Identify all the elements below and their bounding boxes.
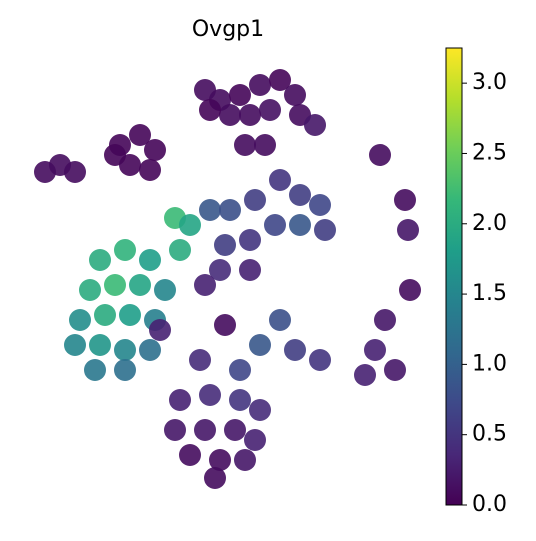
cell-point — [209, 449, 231, 471]
colorbar-tick-label: 1.0 — [472, 351, 507, 376]
cell-point — [239, 229, 261, 251]
cell-point — [394, 189, 416, 211]
cell-point — [129, 124, 151, 146]
cell-point — [89, 249, 111, 271]
cell-point — [214, 314, 236, 336]
cell-point — [64, 161, 86, 183]
cell-point — [129, 274, 151, 296]
cell-point — [139, 249, 161, 271]
cell-point — [224, 419, 246, 441]
cell-point — [139, 339, 161, 361]
cell-point — [289, 184, 311, 206]
cell-point — [234, 134, 256, 156]
cell-point — [354, 364, 376, 386]
cell-point — [94, 304, 116, 326]
colorbar-tick-label: 3.0 — [472, 70, 507, 95]
cell-point — [214, 234, 236, 256]
cell-point — [249, 74, 271, 96]
cell-point — [114, 359, 136, 381]
cell-point — [114, 339, 136, 361]
cell-point — [104, 274, 126, 296]
cell-point — [284, 84, 306, 106]
cell-point — [304, 114, 326, 136]
cell-point — [239, 104, 261, 126]
cell-point — [229, 389, 251, 411]
cell-point — [269, 309, 291, 331]
cell-point — [179, 444, 201, 466]
cell-point — [164, 419, 186, 441]
cell-point — [309, 349, 331, 371]
cell-point — [169, 239, 191, 261]
cell-point — [314, 219, 336, 241]
colorbar-tick-label: 0.0 — [472, 492, 507, 517]
cell-point — [369, 144, 391, 166]
cell-point — [169, 389, 191, 411]
cell-point — [254, 134, 276, 156]
colorbar — [445, 47, 463, 506]
cell-point — [194, 274, 216, 296]
cell-point — [84, 359, 106, 381]
cell-point — [79, 279, 101, 301]
cell-point — [239, 259, 261, 281]
cell-point — [289, 214, 311, 236]
colorbar-tick-label: 0.5 — [472, 422, 507, 447]
chart-title: Ovgp1 — [192, 17, 264, 42]
cell-point — [269, 169, 291, 191]
colorbar-tick-label: 1.5 — [472, 281, 507, 306]
cell-point — [234, 449, 256, 471]
cell-point — [249, 334, 271, 356]
cell-point — [364, 339, 386, 361]
cell-point — [399, 279, 421, 301]
cell-point — [244, 189, 266, 211]
cell-point — [189, 349, 211, 371]
cell-point — [209, 259, 231, 281]
cell-point — [229, 359, 251, 381]
cell-point — [219, 104, 241, 126]
cell-point — [309, 194, 331, 216]
cell-point — [244, 429, 266, 451]
cell-point — [119, 304, 141, 326]
cell-point — [199, 384, 221, 406]
cell-point — [154, 279, 176, 301]
colorbar-tick-label: 2.5 — [472, 140, 507, 165]
cell-point — [104, 144, 126, 166]
cell-point — [194, 419, 216, 441]
cell-point — [397, 219, 419, 241]
cell-point — [249, 399, 271, 421]
cell-point — [264, 214, 286, 236]
cell-point — [69, 309, 91, 331]
cell-point — [269, 69, 291, 91]
cell-point — [374, 309, 396, 331]
cell-point — [149, 319, 171, 341]
cell-point — [229, 84, 251, 106]
colorbar-tick-label: 2.0 — [472, 211, 507, 236]
cell-point — [199, 99, 221, 121]
cell-point — [114, 239, 136, 261]
cell-point — [284, 339, 306, 361]
cell-point — [259, 99, 281, 121]
cell-point — [89, 334, 111, 356]
cell-point — [199, 199, 221, 221]
cell-point — [204, 467, 226, 489]
cell-point — [144, 139, 166, 161]
cell-point — [219, 199, 241, 221]
cell-point — [139, 159, 161, 181]
cell-point — [64, 334, 86, 356]
cell-point — [384, 359, 406, 381]
cell-point — [179, 214, 201, 236]
